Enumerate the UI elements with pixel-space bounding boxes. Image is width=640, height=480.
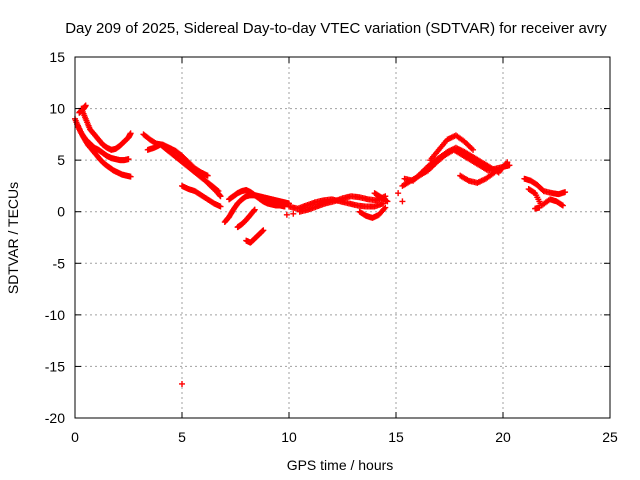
- data-point: [470, 146, 477, 153]
- data-point: [260, 227, 267, 234]
- data-point: [382, 204, 389, 211]
- y-tick-label: 5: [57, 152, 65, 168]
- x-tick-label: 10: [281, 429, 297, 445]
- data-point: [491, 169, 498, 176]
- data-point: [384, 198, 391, 205]
- grid: [75, 57, 610, 418]
- data-point: [504, 159, 511, 166]
- x-tick-label: 0: [71, 429, 79, 445]
- y-tick-label: -20: [45, 410, 65, 426]
- axis-ticks: 0 5 10 15 20 25 -20 -15 -10 -5 0 5 10 15: [45, 49, 618, 445]
- data-point: [251, 207, 258, 214]
- data-point: [290, 210, 297, 217]
- data-point: [562, 189, 569, 196]
- data-point: [82, 102, 89, 109]
- y-tick-label: -15: [45, 358, 65, 374]
- data-point: [395, 190, 402, 197]
- y-tick-label: 10: [49, 101, 65, 117]
- x-tick-label: 5: [178, 429, 186, 445]
- y-tick-label: 0: [57, 204, 65, 220]
- data-point: [217, 203, 224, 210]
- chart-title: Day 209 of 2025, Sidereal Day-to-day VTE…: [65, 20, 607, 37]
- data-point: [204, 172, 211, 179]
- data-point: [283, 211, 290, 218]
- data-point: [127, 173, 134, 180]
- data-point: [559, 202, 566, 209]
- data-point: [399, 198, 406, 205]
- data-point: [217, 193, 224, 200]
- x-axis-label: GPS time / hours: [287, 457, 394, 473]
- y-tick-label: -10: [45, 307, 65, 323]
- data-point: [536, 204, 543, 211]
- x-tick-label: 15: [388, 429, 404, 445]
- data-point: [127, 130, 134, 137]
- data-point: [216, 192, 223, 199]
- data-point: [125, 156, 132, 163]
- data-point: [251, 206, 258, 213]
- x-tick-label: 25: [602, 429, 618, 445]
- y-tick-label: -5: [53, 255, 66, 271]
- data-point: [381, 205, 388, 212]
- x-tick-label: 20: [495, 429, 511, 445]
- y-tick-label: 15: [49, 49, 65, 65]
- plot-frame: [74, 56, 611, 419]
- data-point: [179, 380, 185, 387]
- data-points: [72, 102, 569, 387]
- y-axis-label: SDTVAR / TECUs: [5, 182, 21, 294]
